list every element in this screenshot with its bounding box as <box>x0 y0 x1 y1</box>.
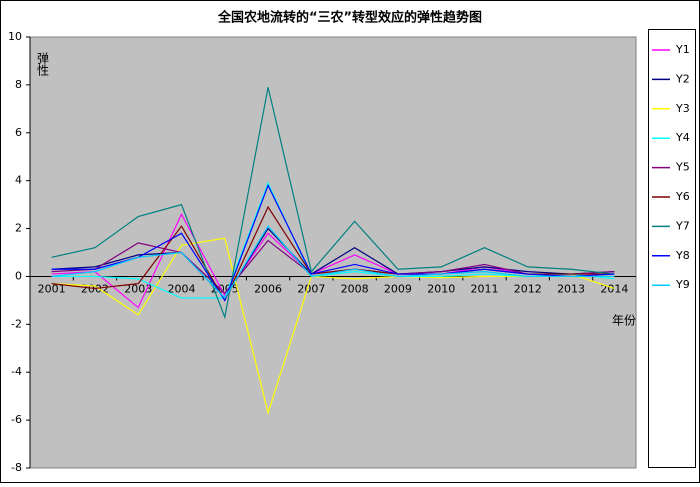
y-tick-label: -4 <box>11 365 22 378</box>
x-tick-label: 2013 <box>557 282 585 295</box>
y-tick-label: 6 <box>15 126 22 139</box>
x-tick-label: 2007 <box>297 282 325 295</box>
x-tick-label: 2004 <box>168 282 196 295</box>
series-line <box>51 225 615 299</box>
y-tick-label: 8 <box>15 78 22 91</box>
chart-title: 全国农地流转的“三农”转型效应的弹性趋势图 <box>217 10 482 26</box>
y-tick-label: -8 <box>11 461 22 474</box>
legend-label: Y2 <box>675 72 690 85</box>
y-axis-label: 弹性 <box>36 52 50 77</box>
x-tick-label: 2010 <box>427 282 455 295</box>
series-line <box>51 227 615 299</box>
y-tick-label: 10 <box>8 30 22 43</box>
plot-area <box>29 36 637 469</box>
legend-label: Y7 <box>675 219 690 232</box>
x-tick-label: 2001 <box>38 282 66 295</box>
y-tick-label: 4 <box>15 174 22 187</box>
y-tick-label: 2 <box>15 222 22 235</box>
legend-box <box>648 29 696 468</box>
x-tick-label: 2006 <box>254 282 282 295</box>
x-tick-label: 2009 <box>384 282 412 295</box>
y-tick-label: 0 <box>15 269 22 282</box>
legend-label: Y6 <box>675 190 690 203</box>
x-tick-label: 2008 <box>341 282 369 295</box>
series-line <box>51 87 615 320</box>
y-tick-label: -6 <box>11 413 22 426</box>
y-tick-label: -2 <box>11 317 22 330</box>
x-tick-label: 2011 <box>471 282 499 295</box>
legend-label: Y1 <box>675 43 690 56</box>
series-line <box>51 183 615 302</box>
x-axis-label: 年份 <box>612 314 636 328</box>
legend-label: Y9 <box>675 278 690 291</box>
x-tick-label: 2014 <box>600 282 628 295</box>
legend-label: Y8 <box>675 249 690 262</box>
x-tick-label: 2012 <box>514 282 542 295</box>
legend-label: Y5 <box>675 161 690 174</box>
legend-label: Y4 <box>675 131 690 144</box>
legend-label: Y3 <box>675 102 690 115</box>
